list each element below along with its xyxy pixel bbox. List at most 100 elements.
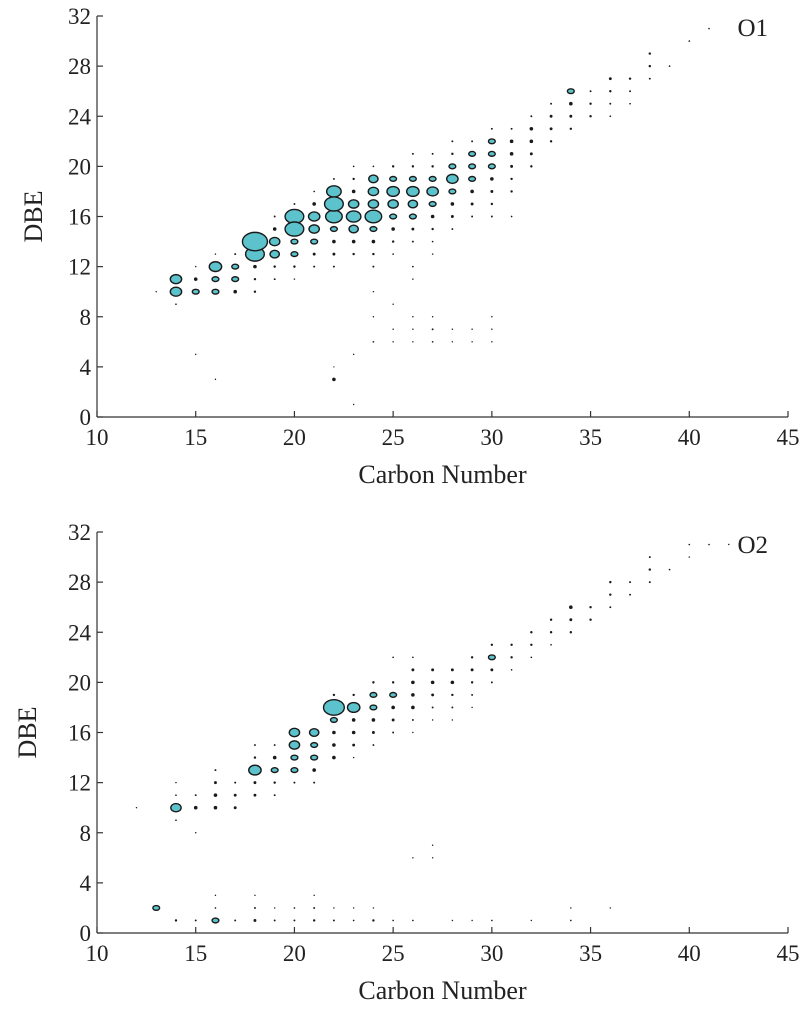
data-point-o1: [273, 215, 276, 218]
data-point-o2: [194, 919, 197, 922]
x-tick-label-o1: 40: [678, 425, 701, 450]
data-point-o1: [241, 231, 269, 252]
data-point-o2: [392, 656, 394, 659]
data-point-o1: [471, 328, 473, 331]
data-point-o1: [431, 328, 434, 331]
data-point-o2: [293, 919, 296, 922]
data-point-o2: [609, 593, 612, 596]
data-point-o2: [431, 668, 435, 672]
data-point-o2: [609, 580, 612, 584]
data-point-o1: [411, 165, 415, 168]
data-point-o2: [369, 691, 378, 699]
data-point-o1: [412, 341, 414, 343]
x-tick-label-o2: 45: [777, 941, 800, 966]
data-point-o1: [272, 227, 277, 231]
data-point-o1: [471, 341, 473, 343]
data-point-o1: [367, 186, 380, 197]
data-point-o2: [175, 794, 177, 796]
data-point-o1: [214, 253, 217, 255]
data-point-o2: [313, 906, 316, 909]
data-point-o2: [233, 806, 237, 810]
data-point-o2: [570, 907, 572, 909]
data-point-o2: [688, 543, 691, 546]
data-point-o2: [391, 718, 395, 722]
panel-label-o1: O1: [737, 15, 768, 42]
data-point-o1: [608, 77, 612, 81]
data-point-o2: [214, 907, 217, 909]
data-point-o2: [471, 693, 474, 696]
data-point-o2: [352, 919, 355, 922]
data-point-o1: [214, 378, 217, 381]
data-point-o1: [490, 215, 493, 218]
data-point-o2: [430, 680, 435, 685]
data-point-o1: [290, 250, 299, 258]
data-point-o1: [211, 276, 220, 283]
data-point-o2: [391, 705, 395, 710]
data-point-o1: [648, 52, 651, 55]
data-point-o1: [609, 115, 612, 118]
data-point-o2: [288, 740, 301, 750]
data-point-o2: [372, 744, 375, 746]
data-point-o1: [307, 211, 321, 222]
data-point-o1: [293, 278, 296, 280]
x-tick-label-o1: 20: [283, 425, 306, 450]
data-point-o2: [273, 744, 276, 746]
data-point-o1: [411, 152, 414, 155]
x-tick-label-o1: 10: [86, 425, 109, 450]
data-point-o2: [372, 681, 375, 684]
y-tick-label-o2: 28: [68, 570, 91, 595]
data-point-o2: [211, 917, 220, 924]
data-point-o1: [471, 215, 474, 218]
data-point-o1: [191, 288, 200, 295]
data-point-o2: [193, 805, 198, 810]
data-point-o2: [234, 919, 237, 922]
x-axis-title-o2: Carbon Number: [358, 976, 527, 1005]
data-point-o1: [233, 289, 237, 294]
data-point-o2: [609, 907, 612, 909]
data-point-o2: [194, 794, 197, 797]
data-point-o2: [451, 919, 454, 922]
x-tick-label-o1: 15: [184, 425, 207, 450]
data-point-o1: [348, 224, 359, 234]
data-point-o1: [431, 316, 434, 318]
data-point-o2: [352, 907, 355, 909]
data-point-o1: [569, 114, 573, 118]
data-point-o1: [408, 175, 417, 183]
data-point-o2: [308, 728, 320, 738]
data-point-o1: [313, 190, 316, 193]
data-point-o1: [490, 127, 493, 130]
data-point-o1: [549, 140, 553, 143]
data-point-o1: [408, 213, 417, 220]
data-point-o1: [569, 127, 573, 130]
x-tick-label-o1: 35: [579, 425, 602, 450]
data-point-o2: [213, 793, 218, 797]
data-point-o1: [313, 265, 316, 268]
data-point-o1: [487, 150, 496, 157]
data-point-o2: [310, 741, 319, 749]
data-point-o1: [529, 152, 533, 156]
data-point-o1: [589, 102, 592, 105]
data-point-o2: [411, 693, 415, 697]
data-point-o2: [470, 656, 474, 659]
data-point-o2: [234, 781, 237, 784]
data-point-o2: [175, 781, 177, 784]
data-point-o1: [386, 185, 401, 198]
data-point-o1: [431, 240, 434, 243]
data-point-o2: [351, 730, 356, 735]
data-point-o1: [193, 277, 198, 281]
data-point-o1: [169, 273, 183, 285]
data-point-o1: [448, 188, 457, 195]
x-tick-label-o2: 40: [678, 941, 701, 966]
x-tick-label-o2: 35: [579, 941, 602, 966]
data-point-o1: [589, 115, 592, 118]
data-point-o1: [445, 173, 459, 185]
data-point-o1: [273, 278, 276, 281]
data-point-o1: [510, 190, 513, 193]
data-point-o1: [175, 303, 177, 306]
data-point-o2: [569, 919, 572, 922]
data-point-o1: [566, 88, 575, 95]
data-point-o2: [471, 706, 473, 709]
data-point-o2: [411, 668, 415, 672]
data-point-o1: [451, 140, 454, 143]
